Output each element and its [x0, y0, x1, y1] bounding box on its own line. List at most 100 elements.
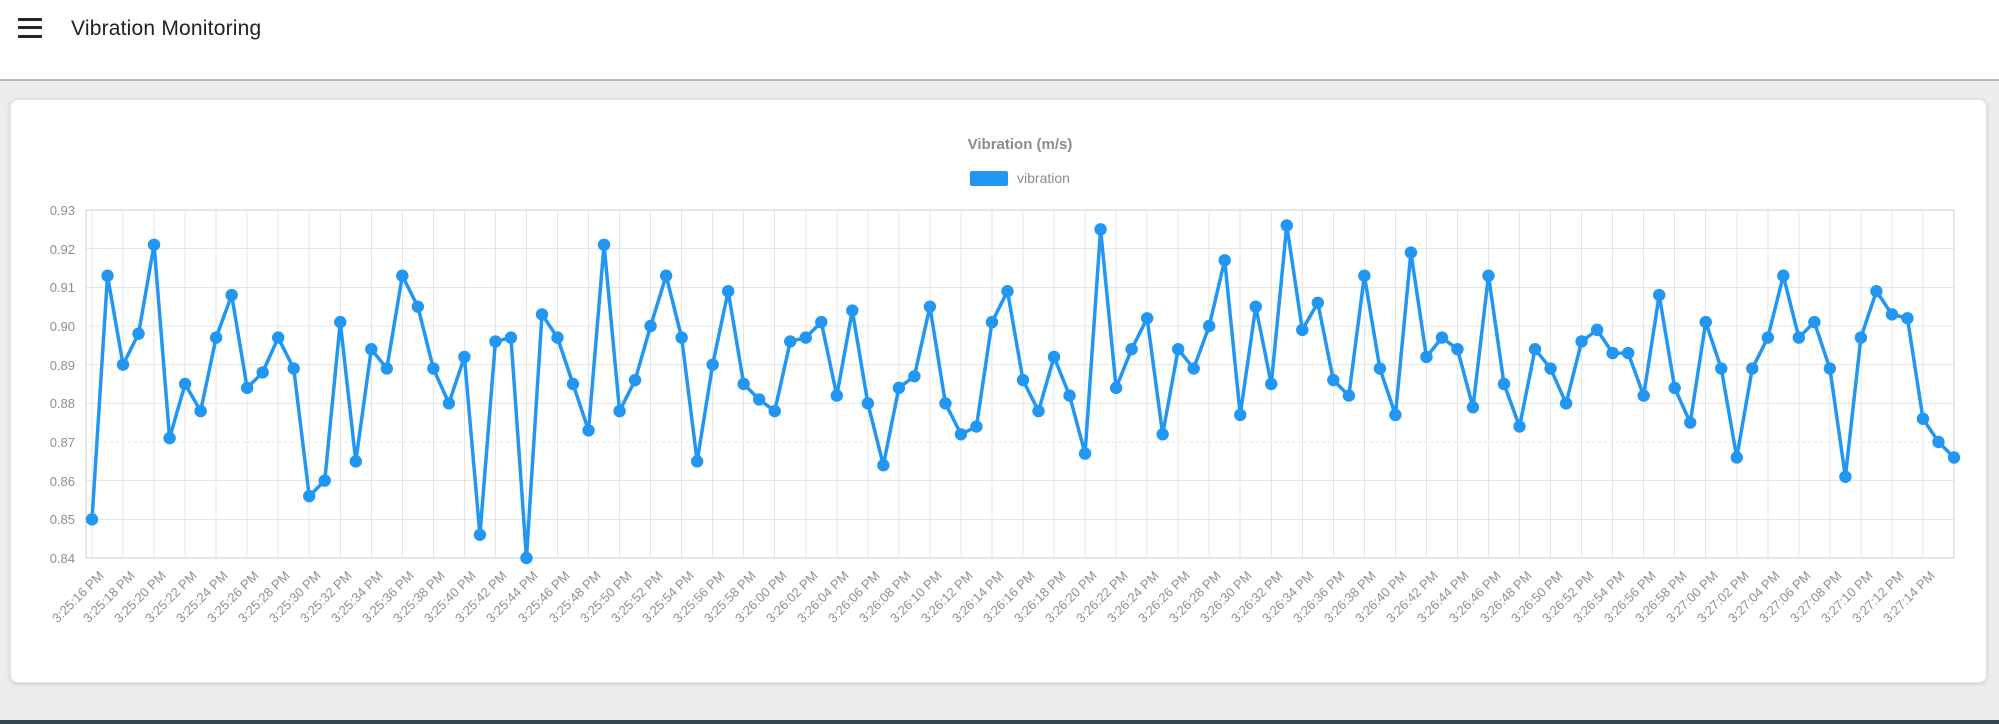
data-point[interactable]: [1249, 300, 1262, 313]
data-point[interactable]: [334, 315, 347, 329]
data-point[interactable]: [1358, 269, 1371, 282]
data-point[interactable]: [520, 551, 533, 565]
data-point[interactable]: [1684, 416, 1697, 429]
data-point[interactable]: [1808, 315, 1821, 329]
data-point[interactable]: [1777, 269, 1790, 282]
data-point[interactable]: [892, 381, 906, 395]
data-point[interactable]: [582, 424, 595, 437]
data-point[interactable]: [923, 300, 937, 313]
data-point[interactable]: [380, 362, 394, 375]
data-point[interactable]: [613, 404, 626, 418]
data-point[interactable]: [1078, 447, 1092, 460]
data-point[interactable]: [1621, 346, 1635, 360]
data-point[interactable]: [1296, 323, 1309, 337]
data-point[interactable]: [628, 373, 642, 387]
data-point[interactable]: [1870, 285, 1883, 298]
data-point[interactable]: [1420, 350, 1433, 364]
data-point[interactable]: [225, 288, 238, 302]
data-point[interactable]: [690, 455, 704, 468]
data-point[interactable]: [1528, 343, 1542, 356]
data-point[interactable]: [768, 404, 781, 418]
data-point[interactable]: [970, 420, 983, 433]
data-point[interactable]: [1652, 288, 1666, 302]
data-point[interactable]: [551, 331, 564, 344]
data-point[interactable]: [1218, 254, 1231, 267]
data-point[interactable]: [1389, 408, 1402, 422]
data-point[interactable]: [240, 381, 254, 395]
legend-item-vibration[interactable]: vibration: [970, 170, 1070, 186]
data-point[interactable]: [597, 238, 611, 251]
data-point[interactable]: [1916, 412, 1930, 425]
data-point[interactable]: [1839, 470, 1852, 483]
data-point[interactable]: [272, 331, 285, 344]
data-point[interactable]: [535, 308, 549, 321]
data-point[interactable]: [985, 315, 999, 329]
data-point[interactable]: [1265, 377, 1278, 391]
data-point[interactable]: [85, 513, 99, 526]
data-point[interactable]: [1404, 246, 1418, 259]
data-point[interactable]: [1311, 296, 1325, 309]
data-point[interactable]: [659, 269, 673, 282]
data-point[interactable]: [147, 238, 161, 251]
data-point[interactable]: [784, 335, 797, 348]
data-point[interactable]: [815, 315, 828, 329]
data-point[interactable]: [644, 319, 657, 333]
data-point[interactable]: [1885, 308, 1899, 321]
data-point[interactable]: [1575, 335, 1588, 348]
data-point[interactable]: [861, 397, 875, 410]
data-point[interactable]: [1637, 389, 1650, 402]
data-point[interactable]: [1327, 373, 1340, 387]
data-point[interactable]: [1171, 343, 1185, 356]
data-point[interactable]: [1032, 404, 1045, 418]
data-point[interactable]: [1234, 408, 1247, 422]
data-point[interactable]: [256, 366, 269, 379]
data-point[interactable]: [116, 358, 130, 371]
data-point[interactable]: [396, 269, 409, 282]
data-point[interactable]: [1513, 420, 1526, 433]
data-point[interactable]: [1451, 343, 1464, 356]
data-point[interactable]: [178, 377, 192, 391]
data-point[interactable]: [504, 331, 518, 344]
data-point[interactable]: [1823, 362, 1837, 375]
data-point[interactable]: [753, 393, 766, 406]
data-point[interactable]: [721, 285, 735, 298]
data-point[interactable]: [1746, 362, 1759, 375]
data-point[interactable]: [1699, 315, 1712, 329]
data-point[interactable]: [1761, 331, 1775, 344]
data-point[interactable]: [458, 350, 471, 364]
data-point[interactable]: [737, 377, 750, 391]
data-point[interactable]: [1482, 269, 1495, 282]
line-chart-plot-area[interactable]: [85, 209, 1961, 565]
data-point[interactable]: [1373, 362, 1387, 375]
data-point[interactable]: [473, 528, 487, 541]
data-point[interactable]: [1280, 219, 1293, 232]
data-point[interactable]: [1901, 312, 1914, 325]
data-point[interactable]: [132, 327, 145, 340]
data-point[interactable]: [1001, 285, 1014, 298]
data-point[interactable]: [1730, 451, 1743, 464]
data-point[interactable]: [1792, 331, 1806, 344]
data-point[interactable]: [163, 431, 176, 445]
data-point[interactable]: [1140, 312, 1154, 325]
data-point[interactable]: [349, 455, 362, 468]
data-point[interactable]: [1932, 435, 1945, 449]
data-point[interactable]: [1590, 323, 1604, 337]
data-point[interactable]: [101, 269, 114, 282]
data-point[interactable]: [1466, 401, 1480, 414]
data-point[interactable]: [1435, 331, 1449, 344]
data-point[interactable]: [1203, 319, 1216, 333]
data-point[interactable]: [1094, 223, 1107, 236]
data-point[interactable]: [1047, 350, 1061, 364]
data-point[interactable]: [411, 300, 425, 313]
data-point[interactable]: [1156, 428, 1169, 441]
data-point[interactable]: [954, 428, 968, 441]
data-point[interactable]: [209, 331, 223, 344]
data-point[interactable]: [1559, 397, 1573, 410]
data-point[interactable]: [318, 474, 331, 487]
data-point[interactable]: [566, 377, 580, 391]
data-point[interactable]: [442, 397, 456, 410]
data-point[interactable]: [1715, 362, 1728, 375]
data-point[interactable]: [287, 362, 300, 375]
data-point[interactable]: [830, 389, 843, 402]
data-point[interactable]: [877, 459, 890, 472]
